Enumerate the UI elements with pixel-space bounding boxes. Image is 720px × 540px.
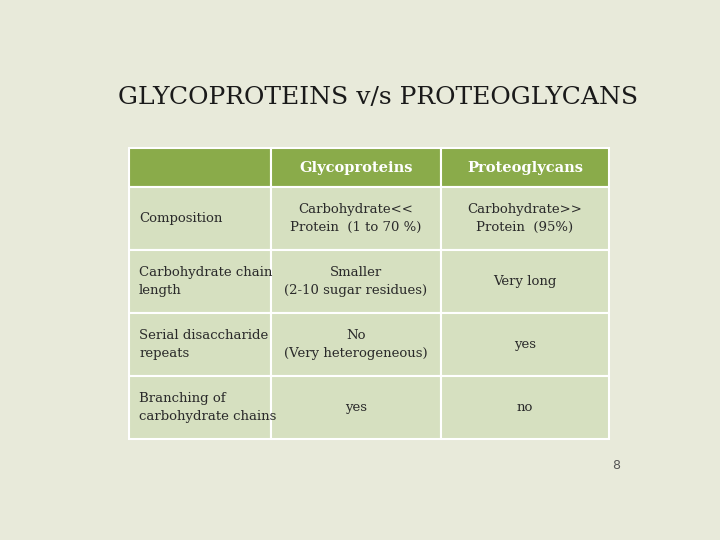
FancyBboxPatch shape [441,313,609,376]
Text: no: no [517,401,533,414]
Text: No
(Very heterogeneous): No (Very heterogeneous) [284,329,428,360]
Text: yes: yes [345,401,366,414]
FancyBboxPatch shape [129,251,271,313]
Text: Carbohydrate chain
length: Carbohydrate chain length [139,266,272,298]
FancyBboxPatch shape [441,376,609,439]
Text: Proteoglycans: Proteoglycans [467,161,583,175]
Text: yes: yes [514,338,536,351]
Text: 8: 8 [612,460,620,472]
FancyBboxPatch shape [271,251,441,313]
Text: Very long: Very long [493,275,557,288]
FancyBboxPatch shape [441,187,609,251]
FancyBboxPatch shape [271,148,441,187]
FancyBboxPatch shape [441,251,609,313]
Text: Carbohydrate<<
Protein  (1 to 70 %): Carbohydrate<< Protein (1 to 70 %) [290,204,421,234]
Text: Composition: Composition [139,212,222,225]
Text: Branching of
carbohydrate chains: Branching of carbohydrate chains [139,392,276,423]
Text: Glycoproteins: Glycoproteins [299,161,413,175]
Text: Serial disaccharide
repeats: Serial disaccharide repeats [139,329,269,360]
FancyBboxPatch shape [129,148,271,187]
FancyBboxPatch shape [271,376,441,439]
FancyBboxPatch shape [441,148,609,187]
FancyBboxPatch shape [129,187,271,251]
Text: GLYCOPROTEINS v/s PROTEOGLYCANS: GLYCOPROTEINS v/s PROTEOGLYCANS [118,85,638,109]
Text: Carbohydrate>>
Protein  (95%): Carbohydrate>> Protein (95%) [467,204,582,234]
FancyBboxPatch shape [129,313,271,376]
FancyBboxPatch shape [129,376,271,439]
FancyBboxPatch shape [271,187,441,251]
Text: Smaller
(2-10 sugar residues): Smaller (2-10 sugar residues) [284,266,428,298]
FancyBboxPatch shape [271,313,441,376]
